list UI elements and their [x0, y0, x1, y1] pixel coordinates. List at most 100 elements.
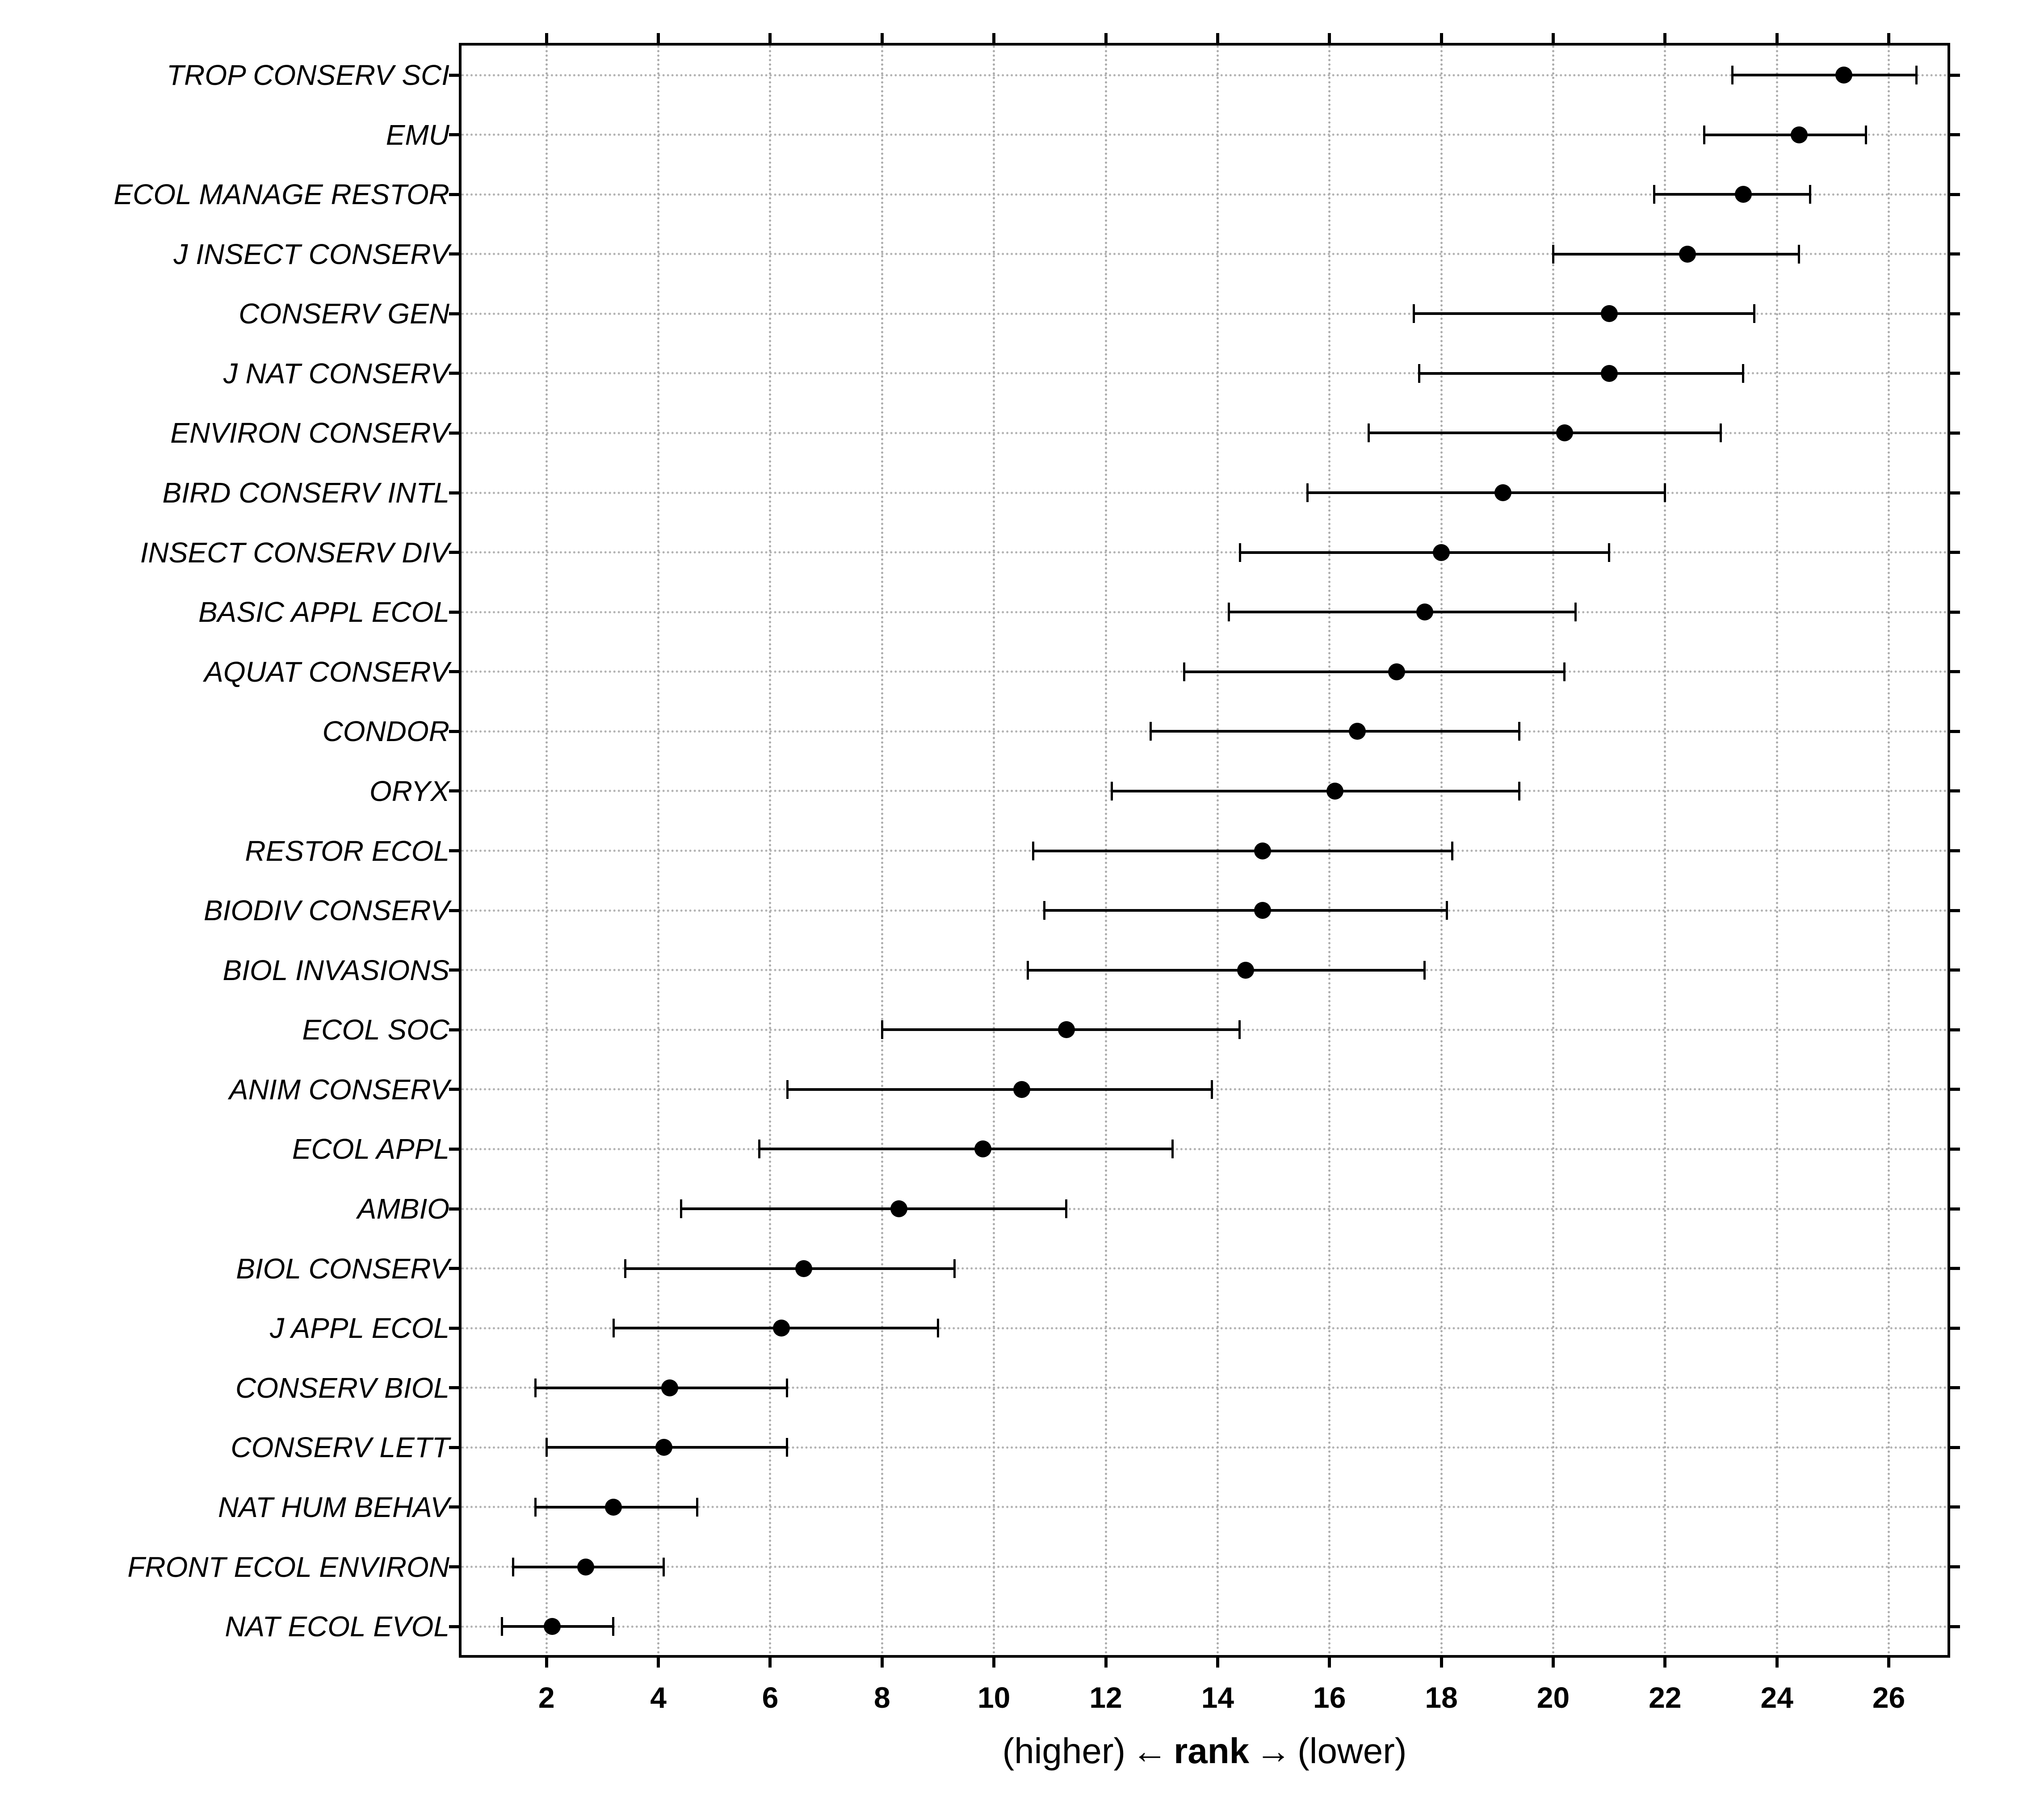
error-bar — [758, 1140, 1174, 1159]
error-bar-cap-low — [546, 1438, 548, 1457]
error-bar — [786, 1080, 1213, 1099]
x-axis-tick-top — [1216, 33, 1219, 43]
y-axis-tick-right — [1950, 1028, 1960, 1031]
error-bar-cap-low — [758, 1140, 760, 1159]
x-axis-tick-bottom — [1663, 1658, 1667, 1668]
x-tick-label: 22 — [1649, 1681, 1682, 1714]
row-gridline — [462, 611, 1947, 613]
y-axis-tick-right — [1950, 1088, 1960, 1091]
y-axis-tick-left — [449, 1207, 459, 1211]
y-axis-tick-left — [449, 849, 459, 853]
error-bar — [1731, 66, 1918, 84]
row-gridline — [462, 1207, 1947, 1210]
y-axis-tick-left — [449, 312, 459, 315]
y-axis-tick-left — [449, 431, 459, 435]
data-point — [1326, 782, 1344, 800]
error-bar-cap-low — [512, 1557, 515, 1576]
error-bar — [1026, 960, 1426, 980]
y-axis-tick-right — [1950, 849, 1960, 853]
error-bar-cap-low — [1731, 66, 1734, 84]
x-tick-label: 14 — [1201, 1681, 1234, 1714]
error-bar — [1412, 304, 1756, 323]
y-axis-tick-left — [449, 73, 459, 77]
x-axis-tick-bottom — [1104, 1658, 1108, 1668]
error-bar-cap-high — [1445, 901, 1448, 920]
error-bar-cap-high — [1238, 1020, 1241, 1039]
journal-label: ECOL SOC — [302, 1014, 449, 1046]
row-gridline — [462, 551, 1947, 554]
row-gridline — [462, 491, 1947, 494]
y-axis-tick-right — [1950, 73, 1960, 77]
journal-label: NAT HUM BEHAV — [218, 1491, 449, 1523]
error-bar-cap-low — [1653, 185, 1655, 204]
error-bar — [1150, 722, 1521, 741]
journal-label: ECOL MANAGE RESTOR — [113, 178, 449, 211]
error-bar — [1110, 781, 1521, 800]
error-bar-cap-high — [1171, 1140, 1174, 1159]
y-axis-tick-right — [1950, 1386, 1960, 1390]
error-bar-cap-low — [1703, 125, 1706, 144]
x-tick-label: 24 — [1760, 1681, 1793, 1714]
error-bar-cap-low — [1032, 841, 1035, 860]
data-point — [1556, 424, 1573, 442]
error-bar-cap-high — [1210, 1080, 1213, 1099]
error-bar-cap-low — [1183, 662, 1186, 681]
x-tick-label: 10 — [977, 1681, 1011, 1714]
x-axis-tick-bottom — [1328, 1658, 1331, 1668]
y-axis-tick-right — [1950, 729, 1960, 733]
journal-label: ECOL APPL — [292, 1133, 449, 1165]
journal-label: FRONT ECOL ENVIRON — [127, 1551, 449, 1583]
data-point — [661, 1379, 678, 1396]
error-bar — [1183, 662, 1566, 681]
y-axis-tick-left — [449, 909, 459, 912]
error-bar-cap-high — [1742, 364, 1745, 383]
x-axis-tick-bottom — [1887, 1658, 1891, 1668]
journal-label: AQUAT CONSERV — [204, 655, 449, 688]
error-bar-cap-low — [1368, 423, 1370, 443]
x-axis-label-lower: (lower) — [1297, 1731, 1407, 1771]
error-bar-cap-high — [1720, 423, 1722, 443]
error-bar-cap-high — [785, 1438, 788, 1457]
x-axis-label-rank: rank — [1174, 1731, 1250, 1771]
x-axis-tick-top — [1663, 33, 1667, 43]
error-bar-cap-low — [1150, 722, 1152, 741]
error-bar — [1032, 841, 1454, 860]
error-bar — [1703, 125, 1868, 144]
x-tick-label: 2 — [538, 1681, 555, 1714]
error-bar-cap-high — [953, 1259, 956, 1278]
error-bar — [1653, 185, 1812, 204]
journal-label: RESTOR ECOL — [245, 834, 449, 867]
x-tick-label: 18 — [1425, 1681, 1458, 1714]
x-axis-tick-bottom — [992, 1658, 996, 1668]
row-gridline — [462, 372, 1947, 375]
row-gridline — [462, 1387, 1947, 1389]
y-axis-tick-right — [1950, 133, 1960, 137]
data-point — [1835, 67, 1853, 84]
error-bar-cap-high — [1798, 244, 1801, 264]
data-point — [1254, 842, 1271, 859]
error-bar-cap-low — [1043, 901, 1046, 920]
data-point — [1679, 245, 1696, 263]
y-axis-tick-right — [1950, 491, 1960, 495]
row-gridline — [462, 312, 1947, 315]
y-axis-tick-left — [449, 670, 459, 674]
x-axis-tick-top — [992, 33, 996, 43]
y-axis-tick-right — [1950, 1446, 1960, 1449]
data-point — [543, 1618, 561, 1635]
data-point — [577, 1558, 594, 1576]
data-point — [890, 1200, 907, 1218]
data-point — [655, 1439, 673, 1456]
x-axis-tick-bottom — [1216, 1658, 1219, 1668]
left-arrow-icon: ← — [1132, 1731, 1168, 1771]
data-point — [773, 1320, 790, 1337]
x-axis-tick-top — [880, 33, 884, 43]
x-axis-tick-top — [545, 33, 548, 43]
error-bar-cap-high — [696, 1497, 699, 1517]
error-bar-cap-low — [1110, 781, 1113, 800]
row-gridline — [462, 432, 1947, 434]
x-axis-tick-bottom — [1551, 1658, 1555, 1668]
y-axis-tick-right — [1950, 1267, 1960, 1270]
error-bar — [1239, 543, 1610, 562]
data-point — [1791, 126, 1808, 143]
plot-area — [449, 33, 1960, 1668]
